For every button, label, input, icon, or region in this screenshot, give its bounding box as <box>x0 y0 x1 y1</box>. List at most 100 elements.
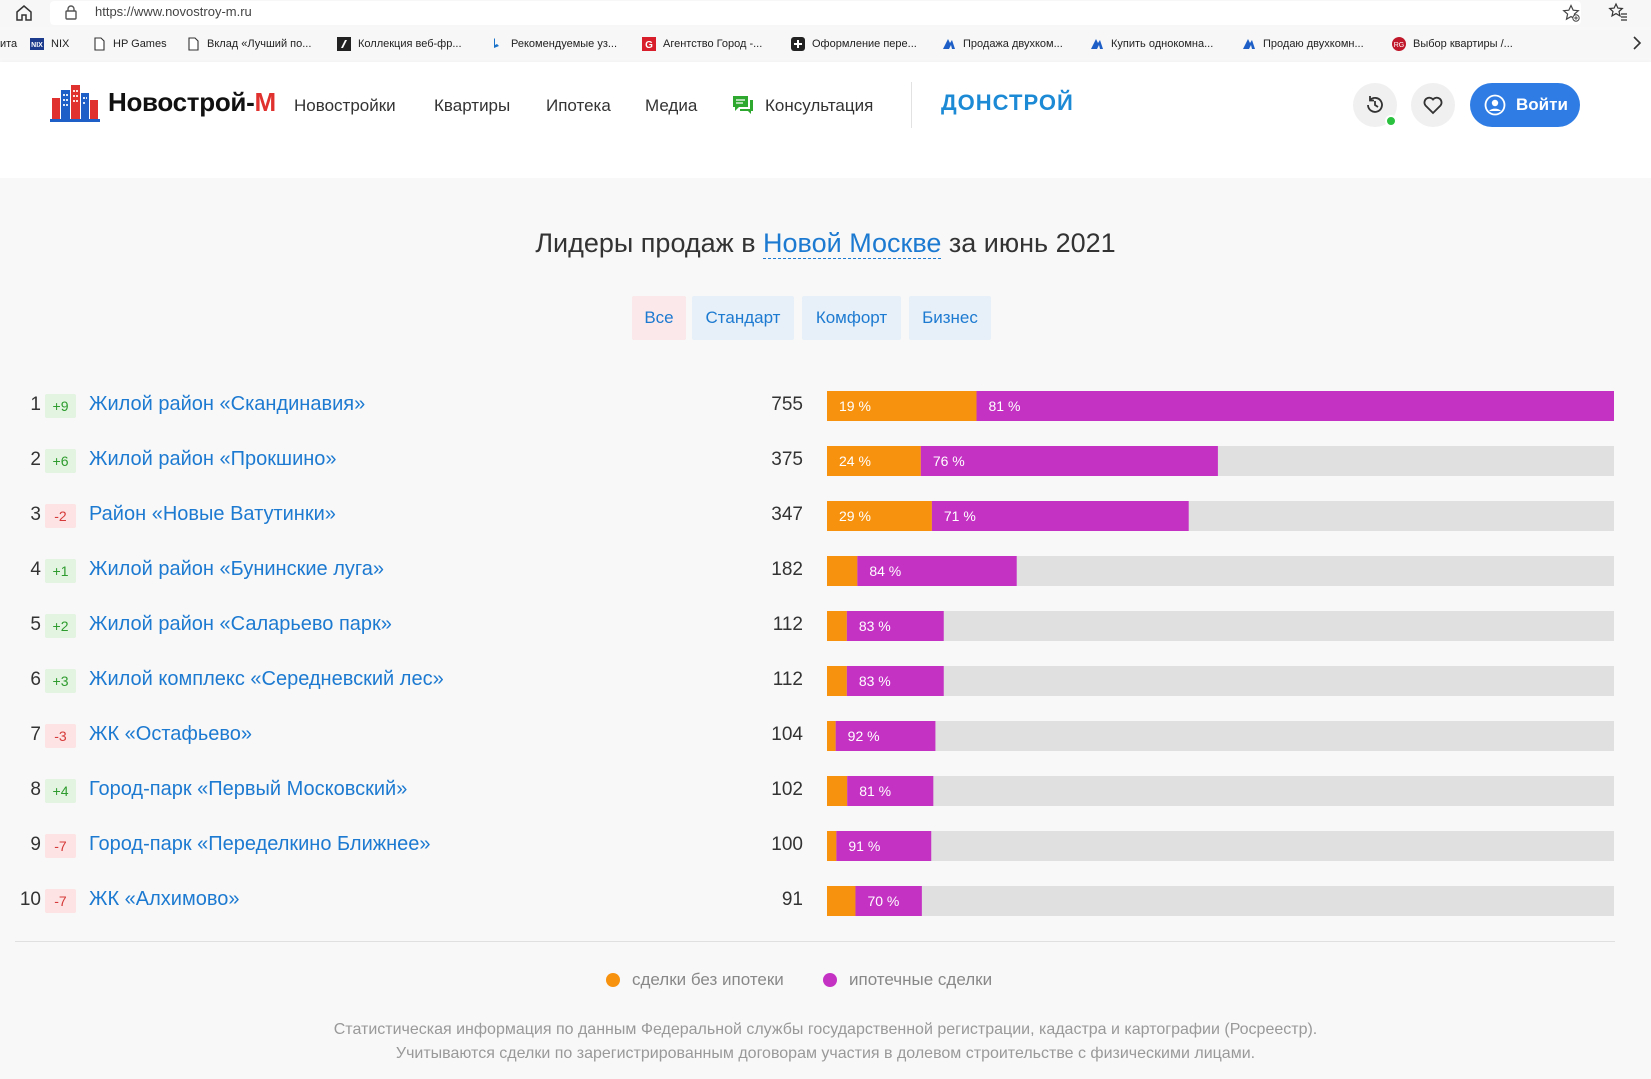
bar-label-mortgage: 81 % <box>989 398 1021 414</box>
bookmark-label: Вклад «Лучший по... <box>207 38 312 50</box>
bookmark-item[interactable]: Рекомендуемые уз... <box>490 36 617 52</box>
title-text-end: за июнь 2021 <box>941 228 1116 258</box>
bookmark-label: Продажа двухком... <box>963 38 1063 50</box>
region-link[interactable]: Новой Москве <box>763 228 942 259</box>
bookmark-item[interactable]: G Агентство Город -... <box>642 36 762 52</box>
deal-count: 375 <box>771 449 803 470</box>
deal-count: 91 <box>781 889 803 910</box>
bar-segment-mortgage <box>857 556 1017 586</box>
legend-item-mortgage: ипотечные сделки <box>823 970 992 990</box>
nav-kvartiry[interactable]: Квартиры <box>434 96 511 115</box>
bar-label-mortgage: 81 % <box>859 783 891 799</box>
rank-number: 2 <box>30 449 41 470</box>
logo-text[interactable]: Новострой-М <box>108 87 276 118</box>
bar-track <box>827 446 1614 476</box>
complex-link[interactable]: ЖК «Алхимово» <box>89 888 240 910</box>
bookmark-item[interactable]: Коллекция веб-фр... <box>337 36 462 52</box>
bar-segment-no-mortgage <box>827 721 836 751</box>
logo-buildings-icon[interactable] <box>50 84 100 122</box>
bar-label-mortgage: 83 % <box>859 618 891 634</box>
page-icon <box>94 37 105 51</box>
deal-count: 182 <box>771 559 803 580</box>
bar-track <box>827 391 1614 421</box>
nix-icon: NIX <box>30 38 44 50</box>
rank-number: 1 <box>30 394 41 415</box>
home-icon[interactable] <box>14 3 34 23</box>
deal-count: 347 <box>771 504 803 525</box>
user-icon <box>1484 94 1506 116</box>
favorites-icon[interactable] <box>1608 2 1628 22</box>
svg-text:G: G <box>645 40 653 51</box>
nav-media[interactable]: Медиа <box>645 96 698 115</box>
complex-link[interactable]: Город-парк «Переделкино Ближнее» <box>89 833 431 855</box>
complex-link[interactable]: ЖК «Остафьево» <box>89 723 253 745</box>
svg-text:RG: RG <box>1394 42 1405 49</box>
deal-count: 755 <box>771 394 803 415</box>
bar-segment-mortgage <box>855 886 922 916</box>
legend-dot-orange <box>606 973 620 987</box>
bookmark-label: Оформление пере... <box>812 38 917 50</box>
bookmark-item[interactable]: RG Выбор квартиры /... <box>1392 36 1513 52</box>
bookmark-label: Продаю двухкомн... <box>1263 38 1364 50</box>
bookmark-item[interactable]: Продаю двухкомн... <box>1242 36 1364 52</box>
realty-icon <box>1091 39 1103 49</box>
favorites-button[interactable] <box>1411 83 1455 127</box>
deal-count: 112 <box>772 614 803 635</box>
bookmark-item[interactable]: ита <box>0 36 17 52</box>
chat-icon <box>733 96 753 114</box>
bar-track <box>827 501 1614 531</box>
bar-label-mortgage: 71 % <box>944 508 976 524</box>
donstroy-brand-link[interactable]: ДОНСТРОЙ <box>941 90 1074 115</box>
tab-all[interactable]: Все <box>632 296 686 340</box>
complex-link[interactable]: Жилой район «Прокшино» <box>89 448 337 470</box>
bookmark-item[interactable]: NIX NIX <box>30 36 69 52</box>
bookmark-item[interactable]: HP Games <box>92 36 167 52</box>
legend-item-no-mortgage: сделки без ипотеки <box>606 970 784 990</box>
list-divider <box>15 941 1615 942</box>
nav-ipoteka[interactable]: Ипотека <box>546 96 611 115</box>
complex-link[interactable]: Город-парк «Первый Московский» <box>89 778 408 800</box>
bookmark-label: NIX <box>51 38 70 50</box>
rank-change-badge: +3 <box>45 669 76 693</box>
rank-change-badge: -7 <box>45 889 76 913</box>
nav-consultation[interactable]: Консультация <box>765 96 874 115</box>
bookmark-item[interactable]: Купить однокомна... <box>1090 36 1213 52</box>
tab-business[interactable]: Бизнес <box>909 296 991 340</box>
tab-standard[interactable]: Стандарт <box>692 296 794 340</box>
complex-link[interactable]: Жилой район «Скандинавия» <box>89 393 366 415</box>
chevron-right-icon[interactable] <box>1631 35 1643 51</box>
chart-legend: сделки без ипотеки ипотечные сделки <box>0 970 1651 994</box>
rank-number: 8 <box>30 779 41 800</box>
section-title: Лидеры продаж в Новой Москве за июнь 202… <box>0 228 1651 259</box>
bar-label-mortgage: 92 % <box>848 728 880 744</box>
tab-comfort[interactable]: Комфорт <box>802 296 901 340</box>
bookmark-item[interactable]: Вклад «Лучший по... <box>186 36 311 52</box>
url-field[interactable] <box>50 1 1581 25</box>
add-favorite-icon[interactable] <box>1562 4 1580 22</box>
bookmark-label: ита <box>0 38 18 50</box>
bar-segment-mortgage <box>920 446 1218 476</box>
bookmark-item[interactable]: Продажа двухком... <box>942 36 1063 52</box>
bookmarks-bar: ита NIX NIX HP Games Вклад «Лучший по...… <box>0 30 1651 58</box>
complex-link[interactable]: Жилой район «Саларьево парк» <box>89 613 392 635</box>
complex-link[interactable]: Район «Новые Ватутинки» <box>89 503 336 525</box>
login-button[interactable]: Войти <box>1470 83 1580 127</box>
page-icon <box>188 37 199 51</box>
rank-number: 6 <box>30 669 41 690</box>
nav-novostroyki[interactable]: Новостройки <box>294 96 396 115</box>
bar-segment-no-mortgage <box>827 446 921 476</box>
bookmark-item[interactable]: Оформление пере... <box>791 36 917 52</box>
logo-accent-text: М <box>254 87 276 117</box>
bar-label-no-mortgage: 29 % <box>839 508 871 524</box>
complex-link[interactable]: Жилой комплекс «Середневский лес» <box>89 668 444 690</box>
deal-count: 104 <box>771 724 803 745</box>
bar-segment-no-mortgage <box>827 611 847 641</box>
legend-label: сделки без ипотеки <box>632 970 784 989</box>
login-label: Войти <box>1516 95 1568 114</box>
complex-link[interactable]: Жилой район «Бунинские луга» <box>89 558 384 580</box>
bar-label-mortgage: 76 % <box>933 453 965 469</box>
bar-label-no-mortgage: 19 % <box>839 398 871 414</box>
deal-count: 102 <box>771 779 803 800</box>
bar-label-no-mortgage: 24 % <box>839 453 871 469</box>
bar-segment-mortgage <box>835 721 936 751</box>
